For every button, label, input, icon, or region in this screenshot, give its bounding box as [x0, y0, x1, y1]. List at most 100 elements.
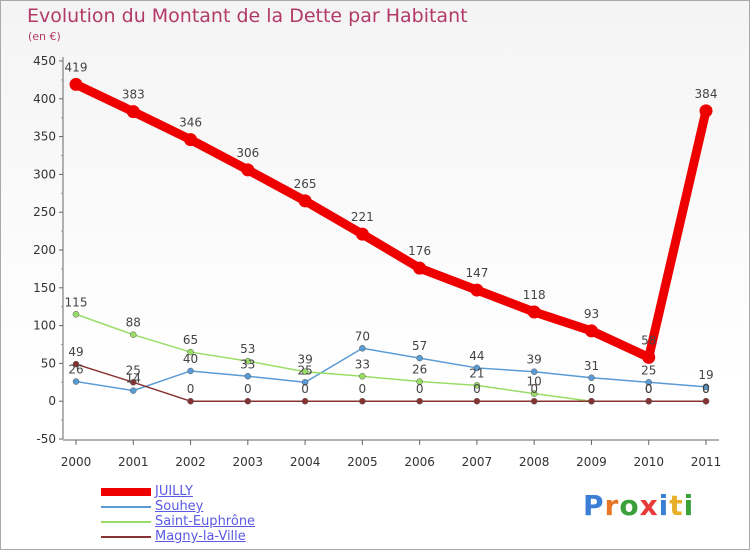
x-tick-label: 2002	[175, 455, 206, 469]
x-tick-label: 2004	[290, 455, 321, 469]
data-label: 0	[702, 382, 710, 396]
x-tick-label: 2001	[118, 455, 149, 469]
data-point	[359, 373, 366, 380]
x-tick-label: 2005	[347, 455, 378, 469]
data-point	[187, 397, 194, 405]
legend-swatch	[101, 488, 151, 496]
data-label: 0	[416, 382, 424, 396]
data-point	[72, 311, 80, 318]
series-line-saint-euphr-ne	[75, 313, 707, 402]
data-label: 14	[126, 372, 141, 386]
data-label: 118	[523, 288, 546, 302]
data-label: 57	[412, 339, 427, 353]
data-point	[527, 305, 541, 319]
data-point	[301, 397, 309, 405]
data-label: 58	[641, 333, 656, 347]
data-point	[588, 397, 595, 405]
chart-title: Evolution du Montant de la Dette par Hab…	[27, 5, 468, 27]
x-tick-label: 2008	[519, 455, 550, 469]
data-label: 88	[126, 316, 141, 330]
data-label: 70	[355, 329, 370, 343]
data-label: 40	[183, 352, 198, 366]
data-label: 0	[645, 382, 653, 396]
data-point	[72, 360, 80, 368]
data-label: 0	[244, 382, 252, 396]
data-label: 384	[695, 87, 718, 101]
data-point	[470, 283, 484, 297]
data-label: 0	[530, 382, 538, 396]
data-label: 44	[469, 349, 484, 363]
data-label: 26	[68, 363, 83, 377]
data-point	[702, 383, 710, 391]
data-point	[241, 163, 255, 177]
data-label: 19	[698, 368, 713, 382]
data-label: 65	[183, 333, 198, 347]
data-label: 221	[351, 210, 374, 224]
y-tick-label: 200	[33, 243, 56, 257]
data-label: 49	[68, 345, 83, 359]
x-tick-label: 2010	[633, 455, 664, 469]
legend-swatch	[101, 536, 151, 538]
logo-letter: r	[604, 489, 620, 522]
data-label: 21	[469, 366, 484, 380]
y-tick-label: 450	[33, 54, 56, 68]
data-point	[72, 378, 80, 385]
y-tick-label: -50	[36, 432, 56, 446]
data-label: 93	[584, 307, 599, 321]
data-label: 147	[465, 266, 488, 280]
series-line-magny-la-ville	[75, 363, 707, 402]
x-tick-label: 2003	[233, 455, 264, 469]
proxiti-logo[interactable]: Proxiti	[583, 489, 694, 522]
data-label: 25	[126, 363, 141, 377]
x-tick-label: 2011	[691, 455, 722, 469]
data-point	[184, 133, 198, 147]
y-tick-label: 50	[41, 356, 56, 370]
y-tick-label: 0	[48, 394, 56, 408]
data-point	[416, 397, 423, 405]
chart-unit: (en €)	[28, 30, 61, 43]
data-point	[413, 261, 427, 275]
data-point	[699, 104, 713, 118]
data-point	[301, 368, 309, 375]
data-label: 115	[65, 295, 88, 309]
data-point	[645, 379, 652, 386]
data-point	[359, 397, 366, 405]
x-tick-label: 2000	[61, 455, 92, 469]
data-label: 33	[240, 357, 255, 371]
data-label: 0	[588, 382, 596, 396]
data-label: 25	[297, 363, 312, 377]
data-point	[473, 382, 481, 389]
data-label: 0	[588, 382, 596, 396]
logo-letter: P	[583, 489, 605, 522]
data-point	[244, 373, 252, 380]
legend-label: Souhey	[155, 499, 204, 514]
legend-swatch	[101, 506, 151, 508]
logo-letter: o	[619, 489, 640, 522]
data-label: 346	[179, 116, 202, 130]
data-label: 39	[527, 353, 542, 367]
data-point	[126, 105, 140, 119]
data-label: 265	[294, 177, 317, 191]
logo-letter: i	[683, 489, 695, 522]
data-point	[530, 397, 538, 405]
data-point	[588, 374, 595, 382]
data-point	[530, 368, 538, 375]
data-point	[187, 348, 194, 356]
data-label: 53	[240, 342, 255, 356]
data-label: 0	[473, 382, 481, 396]
data-label: 0	[645, 382, 653, 396]
y-tick-label: 350	[33, 130, 56, 144]
data-label: 0	[301, 382, 309, 396]
data-label: 176	[408, 244, 431, 258]
data-label: 10	[527, 375, 542, 389]
data-label: 383	[122, 88, 145, 102]
data-point	[130, 379, 137, 386]
data-label: 26	[412, 363, 427, 377]
data-point	[187, 367, 194, 375]
data-point	[130, 331, 137, 338]
y-tick-label: 150	[33, 281, 56, 295]
legend-label: JUILLY	[155, 484, 193, 499]
data-point	[416, 378, 423, 385]
